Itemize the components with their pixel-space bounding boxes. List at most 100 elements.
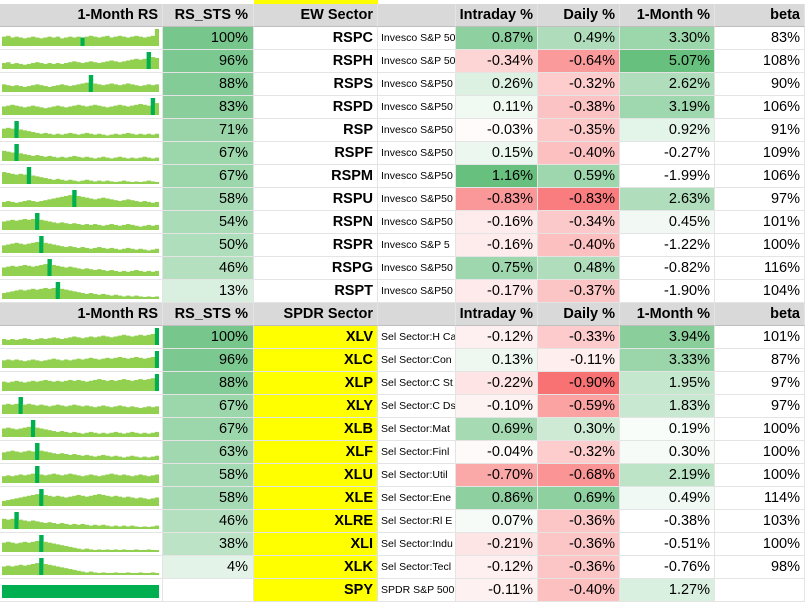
beta-cell[interactable]: 100%: [715, 533, 805, 556]
daily-cell[interactable]: -0.37%: [538, 280, 620, 303]
rs-sts-cell[interactable]: 96%: [163, 50, 254, 73]
beta-cell[interactable]: 100%: [715, 234, 805, 257]
intraday-cell[interactable]: -0.21%: [456, 533, 538, 556]
beta-cell[interactable]: [715, 579, 805, 602]
rs-sts-cell[interactable]: 58%: [163, 464, 254, 487]
description-cell[interactable]: Sel Sector:Con: [378, 349, 456, 372]
spdr-row-xlc[interactable]: 96% XLC Sel Sector:Con 0.13% -0.11% 3.33% 87%: [0, 349, 805, 372]
month-change-cell[interactable]: 3.94%: [620, 326, 715, 349]
beta-cell[interactable]: 101%: [715, 211, 805, 234]
beta-cell[interactable]: 104%: [715, 280, 805, 303]
spdr-header-beta[interactable]: beta: [715, 303, 805, 326]
ew-row-rspg[interactable]: 46% RSPG Invesco S&P50 0.75% 0.48% -0.82% 116%: [0, 257, 805, 280]
ew-row-rspn[interactable]: 54% RSPN Invesco S&P50 -0.16% -0.34% 0.45% 101…: [0, 211, 805, 234]
beta-cell[interactable]: 83%: [715, 27, 805, 50]
rs-sts-cell[interactable]: 46%: [163, 510, 254, 533]
ticker-cell[interactable]: RSPG: [254, 257, 378, 280]
month-change-cell[interactable]: 0.19%: [620, 418, 715, 441]
spdr-row-xlf[interactable]: 63% XLF Sel Sector:Finl -0.04% -0.32% 0.30% 10…: [0, 441, 805, 464]
rs-sparkline-cell[interactable]: [0, 464, 163, 487]
ew-header-sts[interactable]: RS_STS %: [163, 4, 254, 27]
ew-row-rspd[interactable]: 83% RSPD Invesco S&P50 0.11% -0.38% 3.19% 106%: [0, 96, 805, 119]
rs-sts-cell[interactable]: 50%: [163, 234, 254, 257]
beta-cell[interactable]: 106%: [715, 165, 805, 188]
spdr-row-xly[interactable]: 67% XLY Sel Sector:C Ds -0.10% -0.59% 1.83% 97…: [0, 395, 805, 418]
description-cell[interactable]: Sel Sector:Tecl: [378, 556, 456, 579]
ticker-cell[interactable]: XLF: [254, 441, 378, 464]
rs-sts-cell[interactable]: 100%: [163, 326, 254, 349]
description-cell[interactable]: Invesco S&P50: [378, 142, 456, 165]
daily-cell[interactable]: -0.36%: [538, 510, 620, 533]
description-cell[interactable]: Sel Sector:C St: [378, 372, 456, 395]
intraday-cell[interactable]: -0.04%: [456, 441, 538, 464]
daily-cell[interactable]: -0.34%: [538, 211, 620, 234]
rs-sparkline-cell[interactable]: [0, 556, 163, 579]
rs-sparkline-cell[interactable]: [0, 510, 163, 533]
rs-sts-cell[interactable]: 13%: [163, 280, 254, 303]
spdr-header-rs[interactable]: 1-Month RS: [0, 303, 163, 326]
beta-cell[interactable]: 97%: [715, 372, 805, 395]
month-change-cell[interactable]: 0.30%: [620, 441, 715, 464]
daily-cell[interactable]: -0.11%: [538, 349, 620, 372]
rs-sparkline-cell[interactable]: [0, 326, 163, 349]
month-change-cell[interactable]: 1.83%: [620, 395, 715, 418]
spdr-header-daily[interactable]: Daily %: [538, 303, 620, 326]
daily-cell[interactable]: -0.83%: [538, 188, 620, 211]
ew-row-rsp[interactable]: 71% RSP Invesco S&P50 -0.03% -0.35% 0.92% 91%: [0, 119, 805, 142]
daily-cell[interactable]: -0.68%: [538, 464, 620, 487]
description-cell[interactable]: Sel Sector:C Ds: [378, 395, 456, 418]
beta-cell[interactable]: 100%: [715, 464, 805, 487]
ew-header-sector[interactable]: EW Sector: [254, 4, 378, 27]
description-cell[interactable]: Sel Sector:Mat: [378, 418, 456, 441]
beta-cell[interactable]: 97%: [715, 395, 805, 418]
ticker-cell[interactable]: XLRE: [254, 510, 378, 533]
ticker-cell[interactable]: XLE: [254, 487, 378, 510]
ew-header-daily[interactable]: Daily %: [538, 4, 620, 27]
month-change-cell[interactable]: -0.76%: [620, 556, 715, 579]
rs-sparkline-cell[interactable]: [0, 211, 163, 234]
month-change-cell[interactable]: -1.99%: [620, 165, 715, 188]
intraday-cell[interactable]: -0.22%: [456, 372, 538, 395]
description-cell[interactable]: Invesco S&P50: [378, 119, 456, 142]
rs-sparkline-cell[interactable]: [0, 234, 163, 257]
beta-cell[interactable]: 90%: [715, 73, 805, 96]
intraday-cell[interactable]: -0.12%: [456, 326, 538, 349]
month-change-cell[interactable]: -1.22%: [620, 234, 715, 257]
spdr-row-spy[interactable]: SPY SPDR S&P 500 -0.11% -0.40% 1.27%: [0, 579, 805, 602]
month-change-cell[interactable]: 3.30%: [620, 27, 715, 50]
month-change-cell[interactable]: 2.62%: [620, 73, 715, 96]
intraday-cell[interactable]: -0.10%: [456, 395, 538, 418]
rs-sparkline-cell[interactable]: [0, 533, 163, 556]
spdr-row-xlb[interactable]: 67% XLB Sel Sector:Mat 0.69% 0.30% 0.19% 100%: [0, 418, 805, 441]
ticker-cell[interactable]: RSPD: [254, 96, 378, 119]
daily-cell[interactable]: 0.69%: [538, 487, 620, 510]
month-change-cell[interactable]: -1.90%: [620, 280, 715, 303]
month-change-cell[interactable]: 0.49%: [620, 487, 715, 510]
ew-header-beta[interactable]: beta: [715, 4, 805, 27]
rs-sts-cell[interactable]: 67%: [163, 142, 254, 165]
rs-sts-cell[interactable]: 96%: [163, 349, 254, 372]
description-cell[interactable]: Sel Sector:Ene: [378, 487, 456, 510]
ticker-cell[interactable]: XLV: [254, 326, 378, 349]
month-change-cell[interactable]: 1.27%: [620, 579, 715, 602]
spdr-row-xlu[interactable]: 58% XLU Sel Sector:Util -0.70% -0.68% 2.19% 10…: [0, 464, 805, 487]
intraday-cell[interactable]: 1.16%: [456, 165, 538, 188]
rs-sparkline-cell[interactable]: [0, 395, 163, 418]
ticker-cell[interactable]: RSPU: [254, 188, 378, 211]
rs-sparkline-cell[interactable]: [0, 165, 163, 188]
rs-sparkline-cell[interactable]: [0, 27, 163, 50]
intraday-cell[interactable]: -0.16%: [456, 211, 538, 234]
rs-sts-cell[interactable]: 83%: [163, 96, 254, 119]
ew-header-rs[interactable]: 1-Month RS: [0, 4, 163, 27]
rs-sts-cell[interactable]: 58%: [163, 188, 254, 211]
rs-sparkline-cell[interactable]: [0, 73, 163, 96]
daily-cell[interactable]: -0.35%: [538, 119, 620, 142]
intraday-cell[interactable]: 0.15%: [456, 142, 538, 165]
month-change-cell[interactable]: 3.33%: [620, 349, 715, 372]
rs-sparkline-cell[interactable]: [0, 119, 163, 142]
rs-sts-cell[interactable]: 63%: [163, 441, 254, 464]
description-cell[interactable]: Invesco S&P50: [378, 96, 456, 119]
intraday-cell[interactable]: 0.69%: [456, 418, 538, 441]
intraday-cell[interactable]: 0.26%: [456, 73, 538, 96]
spdr-row-xlp[interactable]: 88% XLP Sel Sector:C St -0.22% -0.90% 1.95% 97…: [0, 372, 805, 395]
